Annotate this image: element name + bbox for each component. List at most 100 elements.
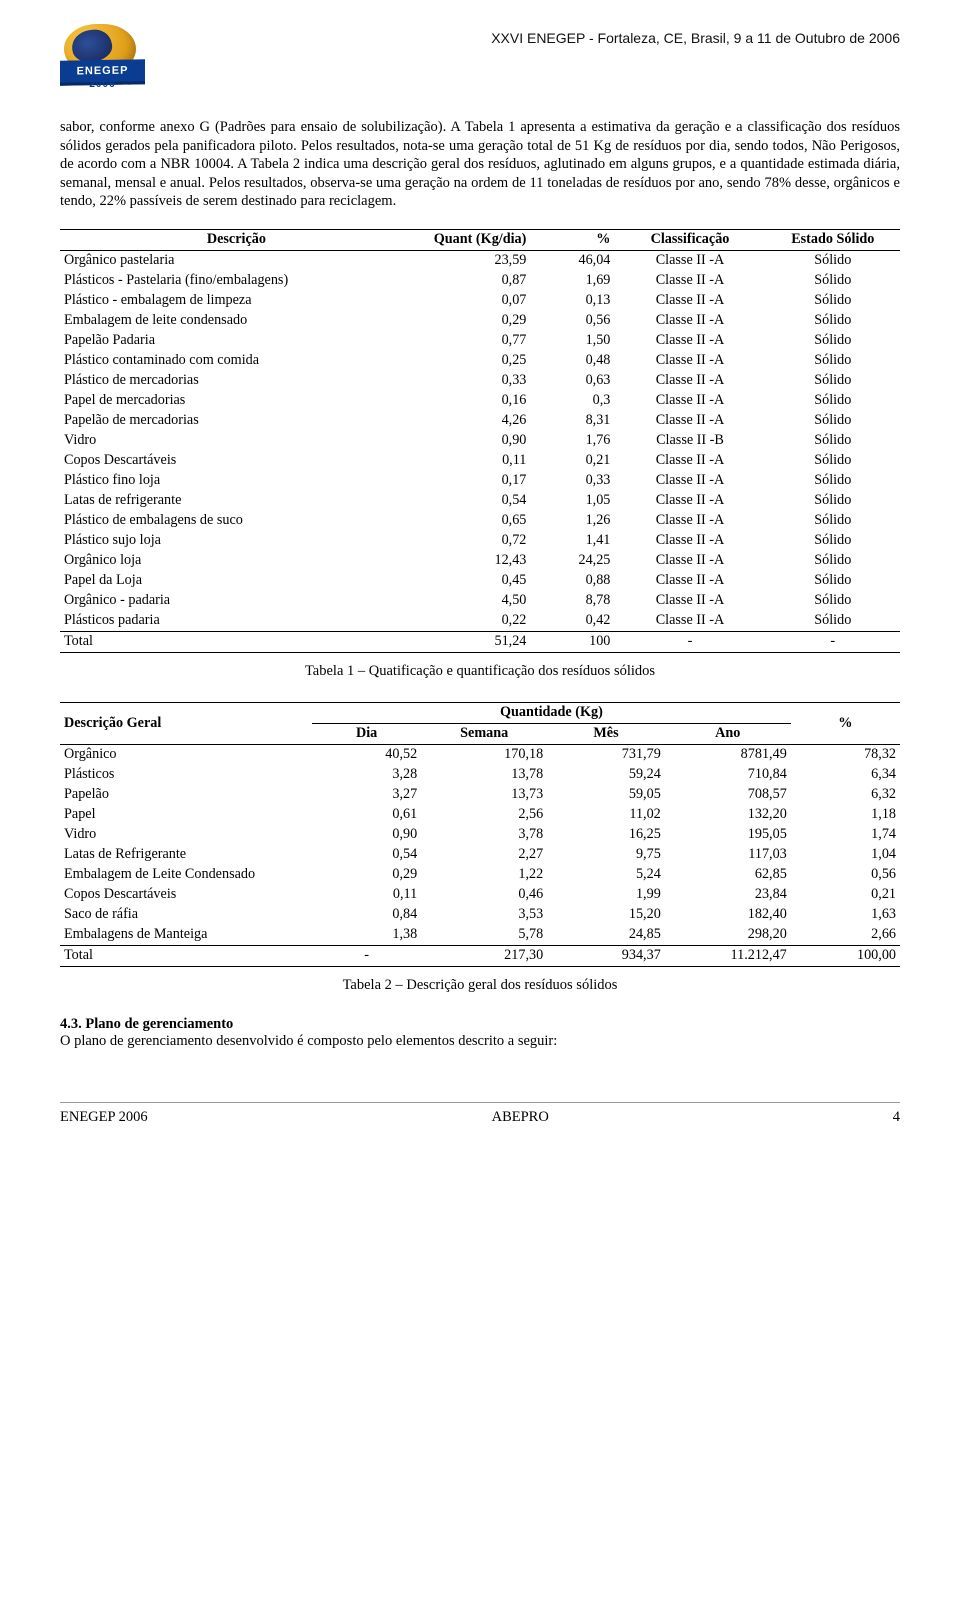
table-cell: 298,20 — [665, 925, 791, 946]
table-cell: 2,66 — [791, 925, 900, 946]
table-cell: Embalagem de Leite Condensado — [60, 865, 312, 885]
table-1: DescriçãoQuant (Kg/dia)%ClassificaçãoEst… — [60, 229, 900, 653]
t2-qty-header: Quantidade (Kg) — [312, 702, 791, 723]
table-cell: 0,65 — [413, 511, 531, 531]
table-cell: 0,13 — [530, 291, 614, 311]
table-cell: 3,27 — [312, 785, 421, 805]
table-1-header: DescriçãoQuant (Kg/dia)%ClassificaçãoEst… — [60, 229, 900, 250]
table-cell: 0,11 — [413, 451, 531, 471]
table-cell: 0,56 — [530, 311, 614, 331]
table-cell: Sólido — [766, 291, 900, 311]
table-cell: 0,25 — [413, 351, 531, 371]
table-row: Papel da Loja0,450,88Classe II -ASólido — [60, 571, 900, 591]
t1-col-header: Estado Sólido — [766, 229, 900, 250]
table-2-body: Orgânico40,52170,18731,798781,4978,32Plá… — [60, 744, 900, 945]
table-cell: 0,72 — [413, 531, 531, 551]
table-cell: 8781,49 — [665, 744, 791, 765]
table-cell: Papel da Loja — [60, 571, 413, 591]
table-cell: Classe II -A — [614, 511, 765, 531]
table-cell: Sólido — [766, 431, 900, 451]
table-cell: Plástico - embalagem de limpeza — [60, 291, 413, 311]
table-cell: 12,43 — [413, 551, 531, 571]
table-cell: 1,26 — [530, 511, 614, 531]
table-cell: Orgânico loja — [60, 551, 413, 571]
table-cell: Embalagens de Manteiga — [60, 925, 312, 946]
table-cell: Classe II -A — [614, 571, 765, 591]
table-cell: 4,26 — [413, 411, 531, 431]
table-cell: 1,38 — [312, 925, 421, 946]
table-cell: 78,32 — [791, 744, 900, 765]
table-row: Copos Descartáveis0,110,21Classe II -ASó… — [60, 451, 900, 471]
table-2-total: Total-217,30934,3711.212,47100,00 — [60, 945, 900, 966]
table-cell: Sólido — [766, 411, 900, 431]
table-cell: Sólido — [766, 451, 900, 471]
table-row: Plásticos padaria0,220,42Classe II -ASól… — [60, 611, 900, 632]
table-cell: 1,04 — [791, 845, 900, 865]
table-cell: 6,34 — [791, 765, 900, 785]
table-total-cell: - — [614, 631, 765, 652]
table-cell: 0,87 — [413, 271, 531, 291]
table-cell: Classe II -A — [614, 391, 765, 411]
table-cell: 15,20 — [547, 905, 665, 925]
table-cell: 13,73 — [421, 785, 547, 805]
t2-subcol-header: Ano — [665, 723, 791, 744]
table-row: Saco de ráfia0,843,5315,20182,401,63 — [60, 905, 900, 925]
t2-desc-header: Descrição Geral — [60, 702, 312, 744]
table-cell: Copos Descartáveis — [60, 885, 312, 905]
table-cell: Classe II -A — [614, 491, 765, 511]
table-cell: 46,04 — [530, 250, 614, 271]
table-cell: Orgânico — [60, 744, 312, 765]
table-cell: 59,24 — [547, 765, 665, 785]
table-cell: Sólido — [766, 351, 900, 371]
footer-page-number: 4 — [893, 1109, 900, 1126]
table-cell: Classe II -A — [614, 531, 765, 551]
t1-col-header: Descrição — [60, 229, 413, 250]
table-cell: 1,63 — [791, 905, 900, 925]
table-2: Descrição Geral Quantidade (Kg) % DiaSem… — [60, 702, 900, 967]
conference-info: XXVI ENEGEP - Fortaleza, CE, Brasil, 9 a… — [491, 24, 900, 46]
table-cell: 3,78 — [421, 825, 547, 845]
section-text: O plano de gerenciamento desenvolvido é … — [60, 1033, 900, 1050]
table-cell: 0,84 — [312, 905, 421, 925]
table-cell: Classe II -A — [614, 471, 765, 491]
table-row: Plásticos3,2813,7859,24710,846,34 — [60, 765, 900, 785]
table-row: Latas de Refrigerante0,542,279,75117,031… — [60, 845, 900, 865]
table-cell: 132,20 — [665, 805, 791, 825]
table-row: Embalagem de Leite Condensado0,291,225,2… — [60, 865, 900, 885]
table-cell: Plástico contaminado com comida — [60, 351, 413, 371]
table-row: Orgânico40,52170,18731,798781,4978,32 — [60, 744, 900, 765]
table-cell: 708,57 — [665, 785, 791, 805]
logo-enegep: ENEGEP 2006 — [60, 24, 145, 88]
table-cell: Sólido — [766, 331, 900, 351]
footer-left: ENEGEP 2006 — [60, 1109, 148, 1126]
table-row: Orgânico loja12,4324,25Classe II -ASólid… — [60, 551, 900, 571]
table-cell: Classe II -A — [614, 311, 765, 331]
table-cell: Papelão — [60, 785, 312, 805]
table-cell: Sólido — [766, 311, 900, 331]
table-cell: 3,53 — [421, 905, 547, 925]
t1-col-header: Quant (Kg/dia) — [413, 229, 531, 250]
table-row: Papel0,612,5611,02132,201,18 — [60, 805, 900, 825]
t2-subcol-header: Semana — [421, 723, 547, 744]
table-cell: Plástico fino loja — [60, 471, 413, 491]
table-cell: Papelão Padaria — [60, 331, 413, 351]
table-row: Embalagem de leite condensado0,290,56Cla… — [60, 311, 900, 331]
t2-pct-header: % — [791, 702, 900, 744]
table-cell: 0,21 — [791, 885, 900, 905]
table-cell: Sólido — [766, 371, 900, 391]
table-cell: 24,85 — [547, 925, 665, 946]
table-cell: 1,22 — [421, 865, 547, 885]
table-row: Plástico contaminado com comida0,250,48C… — [60, 351, 900, 371]
table-cell: 1,76 — [530, 431, 614, 451]
table-cell: Sólido — [766, 571, 900, 591]
table-cell: Latas de refrigerante — [60, 491, 413, 511]
page-footer: ENEGEP 2006 ABEPRO 4 — [60, 1102, 900, 1126]
table-cell: 0,11 — [312, 885, 421, 905]
table-cell: 0,61 — [312, 805, 421, 825]
body-paragraph: sabor, conforme anexo G (Padrões para en… — [60, 118, 900, 211]
table-cell: 1,74 — [791, 825, 900, 845]
table-cell: Papel — [60, 805, 312, 825]
table-cell: 6,32 — [791, 785, 900, 805]
table-cell: 0,48 — [530, 351, 614, 371]
table-cell: Sólido — [766, 591, 900, 611]
